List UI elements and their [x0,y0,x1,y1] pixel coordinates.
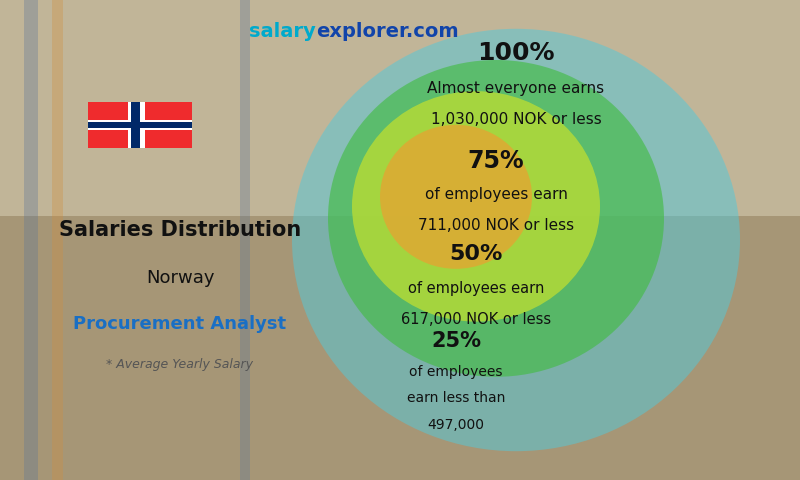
Text: 25%: 25% [431,331,481,351]
Text: Procurement Analyst: Procurement Analyst [74,315,286,333]
Text: 617,000 NOK or less: 617,000 NOK or less [401,312,551,327]
FancyBboxPatch shape [52,0,63,480]
Text: Almost everyone earns: Almost everyone earns [427,81,605,96]
FancyBboxPatch shape [128,102,145,148]
Text: Salaries Distribution: Salaries Distribution [59,220,301,240]
FancyBboxPatch shape [88,122,192,128]
Text: 1,030,000 NOK or less: 1,030,000 NOK or less [430,112,602,128]
Ellipse shape [380,125,532,269]
Text: of employees earn: of employees earn [408,280,544,296]
Text: 100%: 100% [478,41,554,65]
Text: salary: salary [250,22,316,41]
Ellipse shape [352,91,600,322]
FancyBboxPatch shape [130,102,140,148]
Text: 497,000: 497,000 [427,418,485,432]
Ellipse shape [292,29,740,451]
Text: of employees earn: of employees earn [425,187,567,202]
Ellipse shape [328,60,664,377]
FancyBboxPatch shape [88,120,192,130]
Text: 711,000 NOK or less: 711,000 NOK or less [418,218,574,233]
FancyBboxPatch shape [0,0,800,216]
Text: * Average Yearly Salary: * Average Yearly Salary [106,358,254,372]
FancyBboxPatch shape [240,0,250,480]
Text: 50%: 50% [450,244,502,264]
Text: explorer.com: explorer.com [316,22,458,41]
FancyBboxPatch shape [0,216,800,480]
Text: earn less than: earn less than [407,391,505,406]
FancyBboxPatch shape [24,0,38,480]
FancyBboxPatch shape [88,102,192,148]
Text: of employees: of employees [410,365,502,379]
Text: Norway: Norway [146,269,214,288]
Text: 75%: 75% [468,149,524,173]
